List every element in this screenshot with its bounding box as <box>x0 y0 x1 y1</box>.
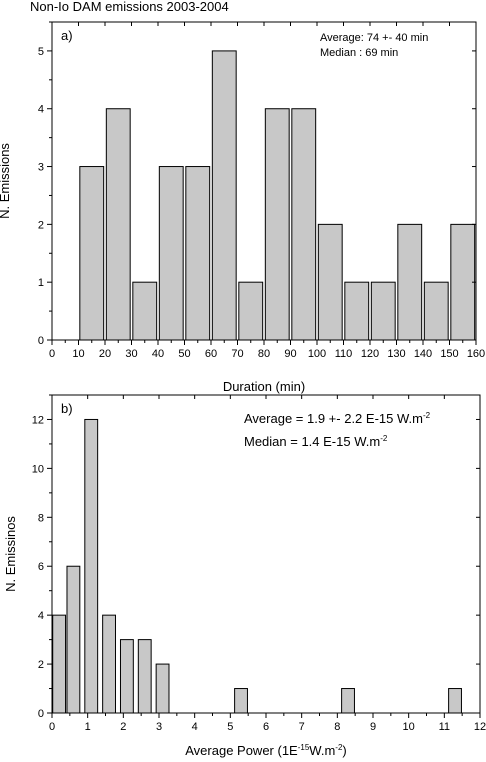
y-tick-label: 10 <box>32 463 44 475</box>
bar <box>155 663 170 714</box>
x-axis-label: Average Power (1E-15W.m-2) <box>185 743 347 758</box>
x-tick-label: 90 <box>284 348 296 360</box>
bar <box>450 223 476 341</box>
y-tick-label: 5 <box>38 46 44 58</box>
x-tick-label: 11 <box>439 721 450 733</box>
bar <box>137 639 152 714</box>
bar <box>66 565 81 714</box>
x-tick-label: 1 <box>85 721 91 733</box>
bar <box>317 223 343 341</box>
x-tick-label: 4 <box>192 721 198 733</box>
x-tick-label: 0 <box>49 721 55 733</box>
x-tick-label: 10 <box>72 348 84 360</box>
y-tick-label: 4 <box>38 610 44 622</box>
x-tick-label: 130 <box>387 348 405 360</box>
bar <box>185 166 211 341</box>
y-tick-label: 1 <box>38 277 44 289</box>
bar <box>158 166 184 341</box>
x-tick-label: 6 <box>263 721 269 733</box>
bar <box>370 281 396 341</box>
figure-title: Non-Io DAM emissions 2003-2004 <box>30 0 229 14</box>
bar <box>344 281 370 341</box>
x-tick-label: 12 <box>474 721 486 733</box>
y-axis-label: N. Emissinos <box>3 516 18 592</box>
bar <box>264 108 290 341</box>
x-tick-label: 3 <box>156 721 162 733</box>
x-tick-label: 80 <box>258 348 270 360</box>
x-tick-label: 50 <box>178 348 190 360</box>
y-tick-label: 8 <box>38 512 44 524</box>
stats-median: Median : 69 min <box>320 47 398 59</box>
panel-a-histogram: 0 10 20 30 40 50 60 70 80 90 100 110 120 130 140 150 160… <box>0 21 485 394</box>
bar <box>291 108 317 341</box>
x-tick-label: 100 <box>308 348 326 360</box>
y-tick-label: 0 <box>38 335 44 347</box>
y-tick-label: 6 <box>38 561 44 573</box>
bar <box>423 281 449 341</box>
bar <box>341 688 355 714</box>
y-tick-label: 3 <box>38 162 44 174</box>
bar <box>397 223 423 341</box>
panel-label: b) <box>61 401 73 416</box>
bar <box>79 166 105 341</box>
stats-average: Average = 1.9 +- 2.2 E-15 W.m-2 <box>244 411 431 426</box>
y-tick-label: 0 <box>38 708 44 720</box>
x-tick-label: 110 <box>335 348 353 360</box>
x-tick-label: 60 <box>205 348 217 360</box>
y-tick-label: 4 <box>38 104 44 116</box>
y-tick-label: 12 <box>32 414 44 426</box>
x-tick-label: 20 <box>99 348 111 360</box>
bar <box>234 688 248 714</box>
bar <box>211 50 237 341</box>
stats-average: Average: 74 +- 40 min <box>320 32 428 44</box>
bar <box>132 281 158 341</box>
x-tick-label: 40 <box>152 348 164 360</box>
x-tick-label: 30 <box>125 348 137 360</box>
panel-label: a) <box>61 28 73 43</box>
x-tick-label: 140 <box>414 348 432 360</box>
x-tick-label: 7 <box>299 721 305 733</box>
x-tick-label: 120 <box>361 348 379 360</box>
bar <box>52 614 67 714</box>
x-tick-label: 150 <box>440 348 458 360</box>
bar <box>238 281 264 341</box>
x-tick-label: 70 <box>231 348 243 360</box>
y-tick-label: 2 <box>38 219 44 231</box>
x-tick-label: 5 <box>227 721 233 733</box>
x-tick-label: 9 <box>370 721 376 733</box>
y-tick-label: 2 <box>38 659 44 671</box>
stats-median: Median = 1.4 E-15 W.m-2 <box>244 434 388 449</box>
x-tick-label: 2 <box>120 721 126 733</box>
bar <box>448 688 462 714</box>
x-tick-label: 0 <box>49 348 55 360</box>
bar <box>84 418 99 714</box>
x-tick-label: 8 <box>334 721 340 733</box>
x-axis-label: Duration (min) <box>223 379 305 394</box>
bar <box>119 639 134 714</box>
bar <box>102 614 116 714</box>
x-tick-label: 160 <box>467 348 485 360</box>
bar <box>105 108 131 341</box>
y-axis-label: N. Emissions <box>0 143 12 219</box>
x-tick-label: 10 <box>403 721 415 733</box>
